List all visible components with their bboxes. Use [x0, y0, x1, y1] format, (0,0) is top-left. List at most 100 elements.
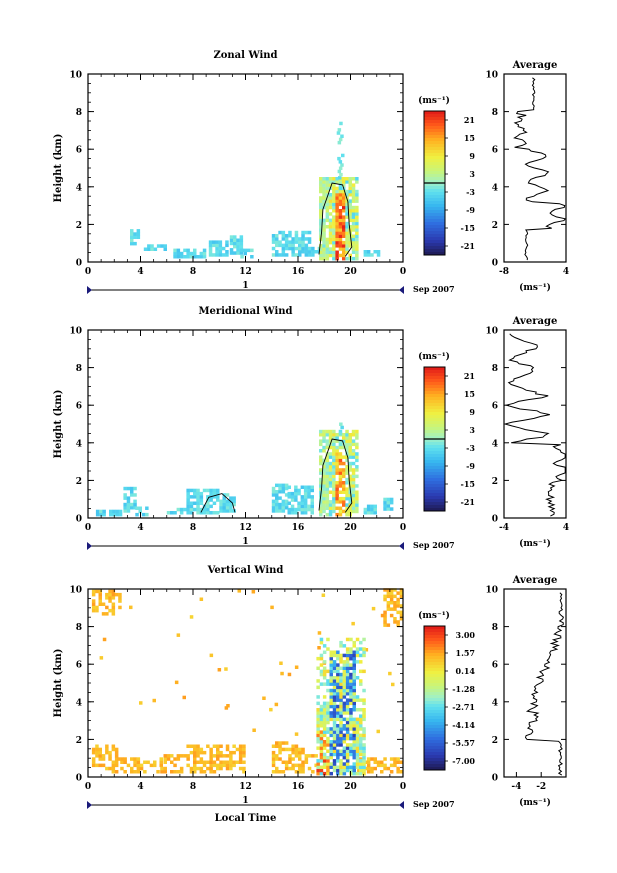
colorbar-bin: [424, 201, 445, 205]
x-axis: 0 4 8 12 16 20 0: [85, 589, 406, 792]
colorbar-bin: [424, 376, 445, 380]
day-bar-start-marker: [87, 801, 92, 809]
x-tick-label: 8: [190, 267, 196, 277]
average-y-tick-label: 4: [492, 439, 498, 449]
y-tick-label: 8: [76, 623, 82, 633]
colorbar-bin: [424, 490, 445, 494]
colorbar-tick-label: -5.57: [452, 738, 475, 748]
colorbar-bin: [424, 674, 445, 678]
average-y-tick-label: 6: [492, 402, 498, 412]
colorbar-bin: [424, 632, 445, 636]
colorbar-bin: [424, 478, 445, 482]
average-x-tick-label: -4: [511, 782, 521, 792]
colorbar-bin: [424, 638, 445, 642]
colorbar: (ms⁻¹) 3.00 1.57 0.14 -1.28 -2.71 -4.14 -5.57 -7…: [418, 610, 476, 771]
colorbar-bin: [424, 111, 445, 115]
panel-title: Zonal Wind: [213, 50, 277, 61]
colorbar-bin: [424, 466, 445, 470]
colorbar-bin: [424, 406, 445, 410]
average-y-tick-label: 0: [492, 515, 498, 525]
colorbar-bin: [424, 403, 445, 407]
day-label: 1: [242, 537, 248, 547]
x-tick-label: 8: [190, 523, 196, 533]
colorbar-bin: [424, 731, 445, 735]
colorbar-unit: (ms⁻¹): [418, 95, 450, 106]
colorbar-bin: [424, 192, 445, 196]
colorbar-bin: [424, 680, 445, 684]
colorbar-bin: [424, 496, 445, 500]
heatmap-cells: [91, 588, 404, 776]
colorbar-bin: [424, 737, 445, 741]
colorbar-bin: [424, 740, 445, 744]
x-tick-label: 20: [344, 782, 357, 792]
day-label: 1: [242, 796, 248, 806]
x-tick-label: 12: [239, 267, 252, 277]
average-y-tick-label: 4: [492, 183, 498, 193]
colorbar-bin: [424, 641, 445, 645]
colorbar-tick-label: -21: [461, 241, 475, 251]
contour-lines: [318, 182, 353, 257]
colorbar-bin: [424, 749, 445, 753]
colorbar-bin: [424, 183, 445, 187]
average-x-tick-label: -4: [499, 523, 509, 533]
colorbar-tick-label: 9: [469, 151, 475, 161]
panel-title: Vertical Wind: [207, 565, 284, 576]
colorbar-bin: [424, 222, 445, 226]
colorbar-tick-label: -2.71: [452, 702, 475, 712]
y-tick-label: 6: [76, 146, 82, 156]
colorbar-bin: [424, 451, 445, 455]
colorbar-unit: (ms⁻¹): [418, 351, 450, 362]
colorbar-tick-label: -9: [466, 461, 475, 471]
colorbar-bin: [424, 644, 445, 648]
colorbar-bin: [424, 493, 445, 497]
day-bar-start-marker: [87, 286, 92, 294]
date-label: Sep 2007: [413, 284, 455, 294]
y-tick-label: 8: [76, 108, 82, 118]
colorbar-bin: [424, 683, 445, 687]
colorbar-bin: [424, 454, 445, 458]
colorbar-bin: [424, 421, 445, 425]
colorbar-bin: [424, 210, 445, 214]
colorbar-bin: [424, 415, 445, 419]
y-tick-label: 10: [69, 586, 82, 596]
colorbar-bin: [424, 373, 445, 377]
y-axis-label: Height (km): [53, 134, 64, 203]
colorbar-bin: [424, 710, 445, 714]
colorbar-tick-label: 0.14: [456, 666, 476, 676]
x-axis: 0 4 8 12 16 20 0: [85, 330, 406, 533]
colorbar-bin: [424, 120, 445, 124]
colorbar-bin: [424, 162, 445, 166]
colorbar-tick-label: -9: [466, 205, 475, 215]
colorbar-bin: [424, 629, 445, 633]
colorbar-bin: [424, 668, 445, 672]
colorbar-tick-label: -3: [466, 443, 475, 453]
colorbar-bin: [424, 472, 445, 476]
y-tick-label: 2: [76, 477, 82, 487]
average-y-tick-label: 8: [492, 364, 498, 374]
average-x-label: (ms⁻¹): [519, 282, 551, 293]
colorbar-bin: [424, 689, 445, 693]
colorbar-bin: [424, 397, 445, 401]
colorbar-bin: [424, 385, 445, 389]
colorbar-bin: [424, 153, 445, 157]
average-profile: Average 0 2 4 6 8 10 -4 4 (ms⁻¹): [485, 316, 569, 549]
x-tick-label: 0: [400, 523, 406, 533]
y-axis: 0 2 4 6 8 10: [69, 327, 403, 525]
colorbar-tick-label: 21: [464, 115, 475, 125]
colorbar-bin: [424, 207, 445, 211]
y-tick-label: 6: [76, 402, 82, 412]
y-tick-label: 10: [69, 327, 82, 337]
colorbar-bin: [424, 469, 445, 473]
colorbar-bin: [424, 505, 445, 509]
colorbar-tick-label: 9: [469, 407, 475, 417]
y-tick-label: 4: [76, 698, 82, 708]
colorbar-bin: [424, 722, 445, 726]
colorbar-tick-label: -4.14: [452, 720, 475, 730]
colorbar-bin: [424, 186, 445, 190]
average-y-tick-label: 2: [492, 477, 498, 487]
colorbar-bin: [424, 171, 445, 175]
contour-lines: [200, 438, 353, 513]
colorbar-bin: [424, 508, 445, 512]
